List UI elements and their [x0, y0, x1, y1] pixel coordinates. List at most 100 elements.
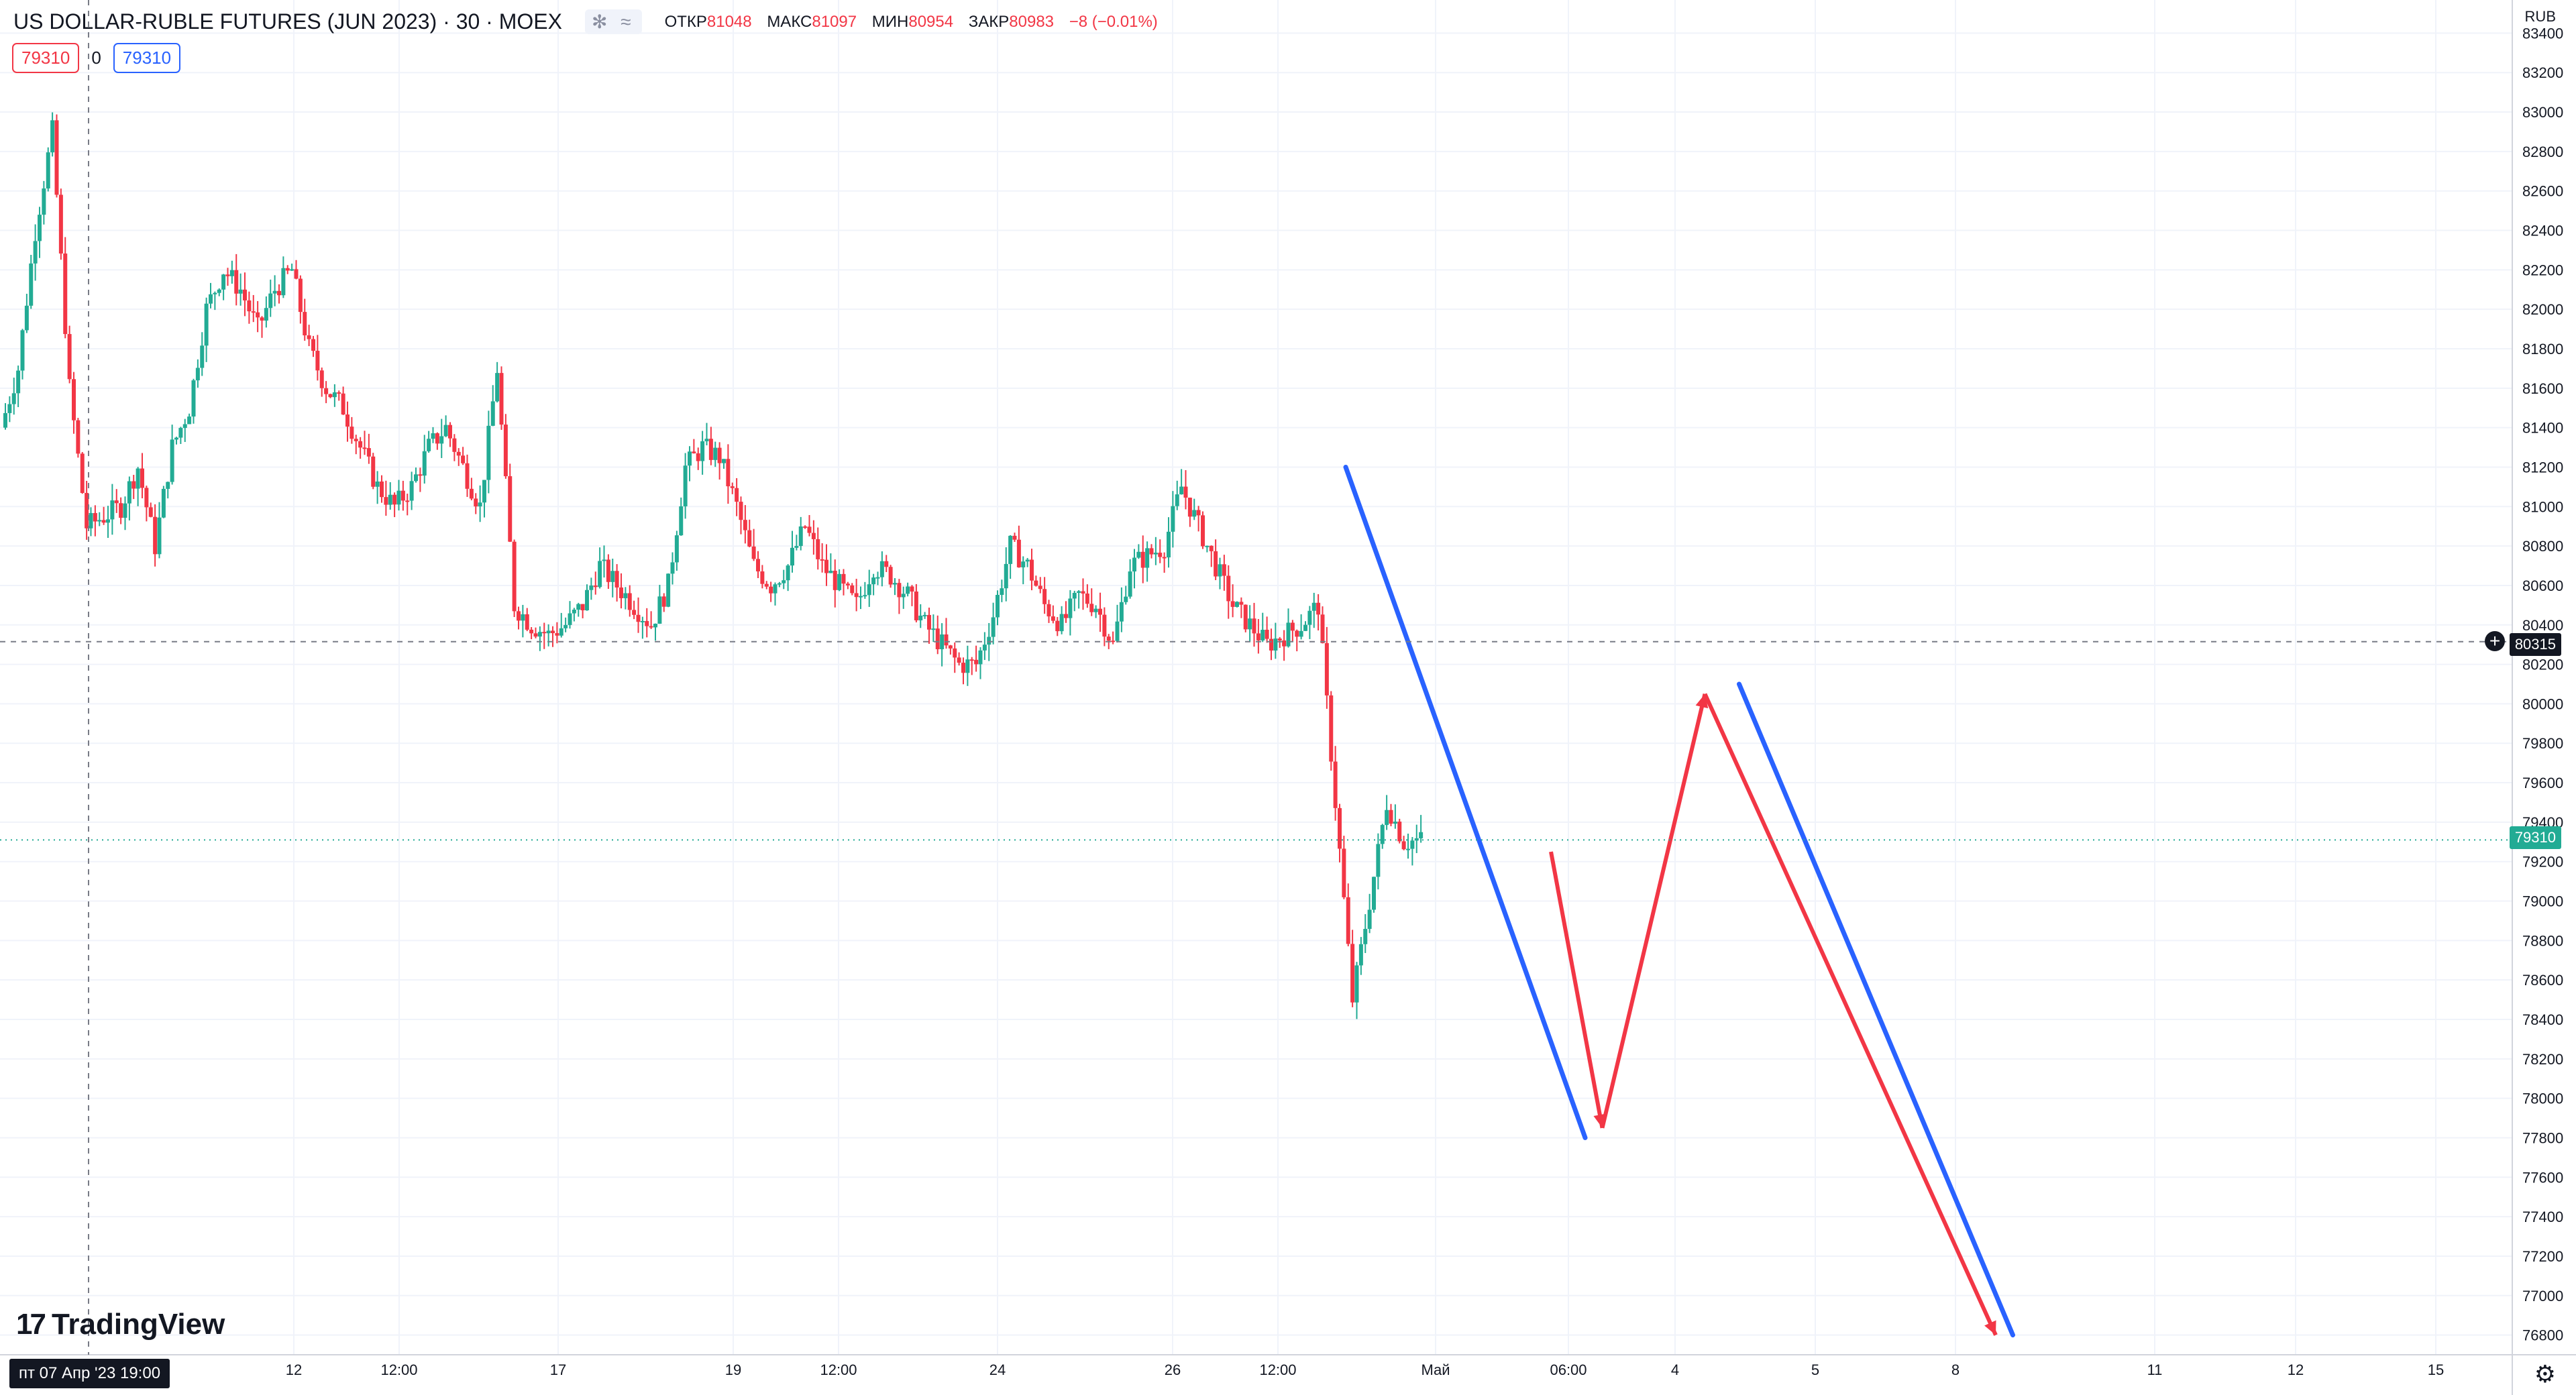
plus-circle-icon[interactable]: + — [2485, 631, 2505, 651]
candle — [465, 454, 470, 497]
candle-body — [465, 463, 470, 489]
candle-body — [1077, 591, 1081, 594]
candle-body — [1030, 559, 1034, 581]
candle-body — [559, 628, 564, 636]
candle-body — [580, 604, 585, 610]
candle — [264, 296, 268, 328]
candle — [833, 559, 837, 608]
candle — [640, 616, 645, 639]
candle-body — [243, 289, 247, 300]
candle — [148, 502, 153, 518]
candle-body — [1385, 810, 1389, 826]
candle-body — [1243, 604, 1248, 630]
buy-button[interactable]: 79310 — [113, 43, 181, 73]
change-value: −8 (−0.01%) — [1069, 12, 1158, 31]
candle — [576, 602, 581, 617]
candle-body — [1132, 557, 1136, 572]
candle-body — [884, 561, 889, 567]
candle-body — [1397, 822, 1402, 842]
candle-body — [888, 567, 893, 585]
candle-body — [1000, 588, 1004, 596]
candle-body — [1153, 553, 1158, 555]
candle-body — [871, 577, 876, 585]
candle — [1059, 606, 1064, 634]
candle — [542, 622, 547, 649]
candle — [101, 506, 106, 525]
candle — [751, 528, 756, 561]
candle-body — [1346, 897, 1350, 944]
candle-body — [400, 490, 405, 501]
candle — [910, 585, 914, 606]
candle — [431, 427, 435, 443]
candle-body — [474, 498, 478, 507]
candle — [991, 602, 996, 645]
candle-body — [358, 441, 363, 448]
candle-body — [1171, 506, 1175, 532]
tradingview-logo[interactable]: 17 TradingView — [16, 1308, 225, 1341]
candle-body — [20, 330, 25, 371]
candle-body — [380, 481, 384, 498]
indicator-icons[interactable]: ✻ ≈ — [584, 9, 642, 34]
candle-body — [238, 289, 243, 294]
candle-body — [773, 584, 777, 594]
currency-label[interactable]: RUB — [2524, 8, 2556, 25]
candle — [298, 275, 303, 324]
candle — [1008, 535, 1013, 579]
candle — [268, 279, 273, 317]
candle-body — [38, 215, 42, 241]
y-tick-label: 78800 — [2522, 932, 2563, 949]
candle — [1307, 606, 1312, 639]
candle-body — [1333, 761, 1338, 808]
candle — [674, 531, 679, 571]
close-value: 80983 — [1009, 12, 1055, 31]
x-tick-label: 8 — [1951, 1361, 1960, 1378]
candle — [1046, 600, 1051, 623]
candle-body — [1081, 591, 1085, 594]
candle — [1051, 605, 1055, 624]
candle-body — [388, 494, 392, 505]
candle-body — [901, 594, 906, 598]
candle — [1179, 469, 1184, 495]
candle-body — [1350, 944, 1355, 1003]
candle-body — [418, 474, 423, 476]
candle-body — [833, 570, 837, 590]
candle-body — [1111, 640, 1116, 643]
candle-body — [820, 559, 824, 561]
candle-body — [148, 507, 153, 517]
candle — [901, 586, 906, 609]
candle — [29, 254, 34, 309]
symbol-title[interactable]: US DOLLAR-RUBLE FUTURES (JUN 2023) · 30 … — [13, 9, 562, 34]
candle-body — [234, 270, 239, 294]
candle — [1226, 565, 1231, 619]
candle — [24, 294, 29, 333]
candle-body — [72, 379, 76, 421]
candle — [614, 564, 619, 602]
candle — [337, 390, 341, 401]
x-tick-label: 12:00 — [380, 1361, 417, 1378]
candle — [1406, 833, 1410, 859]
candle — [546, 624, 551, 647]
candle-body — [375, 481, 380, 487]
candle-body — [1145, 548, 1150, 568]
candle — [619, 573, 623, 609]
candle — [700, 431, 705, 475]
sell-button[interactable]: 79310 — [12, 43, 80, 73]
candle-body — [893, 583, 897, 585]
candle — [42, 180, 46, 225]
candle — [161, 486, 166, 518]
gear-icon[interactable]: ⚙ — [2534, 1360, 2556, 1388]
candle-body — [54, 120, 59, 195]
candle — [717, 442, 722, 480]
candle-body — [1303, 624, 1307, 631]
candle — [773, 582, 777, 606]
candle — [1260, 612, 1265, 643]
candle-body — [354, 439, 358, 441]
candle-body — [769, 586, 773, 594]
candle-body — [1051, 616, 1055, 621]
candle-body — [593, 585, 598, 588]
candle — [666, 573, 671, 608]
logo-name: TradingView — [51, 1308, 225, 1341]
candle-body — [1235, 602, 1239, 607]
candle — [867, 569, 871, 607]
